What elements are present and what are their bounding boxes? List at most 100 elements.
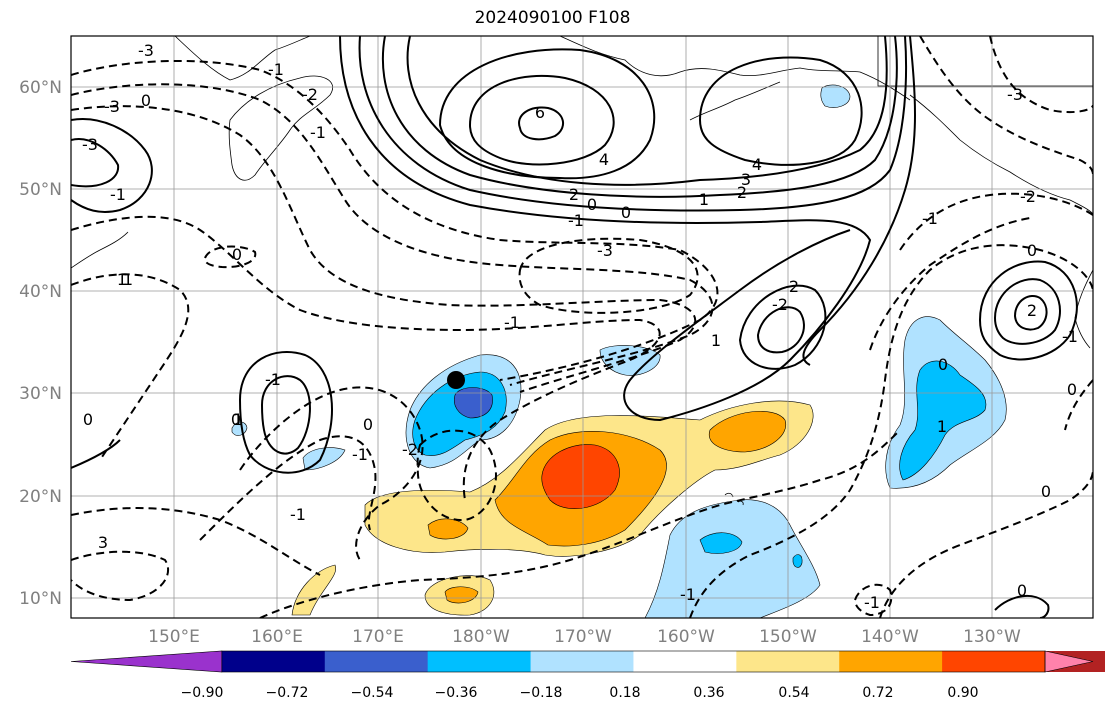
colorbar [70,650,1105,673]
lat-label-30: 30°N [19,384,62,404]
contour-east-low-inner [993,278,1061,345]
contour-label: -1 [268,60,284,79]
contour-label: 3 [98,533,108,552]
contour-label: 1 [233,410,243,429]
contour-label: 0 [231,410,241,429]
contour-dash-q [899,192,1093,251]
colorbar-tick-labels: −0.90 −0.72 −0.54 −0.36 −0.18 0.18 0.36 … [181,685,979,701]
coastline-siberia [174,36,311,81]
dashed-contours [71,36,1093,618]
contour-label: 1 [117,270,127,289]
coastline-kamchatka [228,75,333,181]
contour-label: -1 [504,313,520,332]
contour-high-4 [438,48,656,180]
cbar-tick-0: −0.90 [181,685,224,701]
contour-dash-d [71,215,661,501]
contour-dash-b [71,83,714,386]
colorbar-extend-min [70,650,223,673]
lat-label-20: 20°N [19,487,62,507]
lon-label-140w: 140°W [861,627,919,647]
negative-anomaly-east-core [899,360,987,481]
negative-anomaly-tiny-2 [792,554,803,568]
contour-label: -1 [265,370,281,389]
contour-dash-f [239,386,424,561]
coastline-japan [71,231,129,269]
contour-dash-c [71,105,697,393]
contour-southeast [994,594,1050,618]
cbar-tick-4: −0.18 [520,685,563,701]
cbar-tick-6: 0.36 [693,685,724,701]
contour-label: -1 [1062,327,1078,346]
contour-label: 0 [587,195,597,214]
typhoon-position-dot [447,371,465,389]
contour-label: 0 [1041,482,1051,501]
lat-label-60: 60°N [19,78,62,98]
lon-label-150w: 150°W [759,627,817,647]
contour-label: -2 [1020,187,1036,206]
contour-low-2 [738,284,827,370]
lon-label-170e: 170°E [352,627,404,647]
contour-dash-a [71,59,719,381]
contour-dash-h [71,507,321,576]
contour-west-edge [71,439,121,469]
cbar-tick-2: −0.54 [351,685,394,701]
contour-label: 0 [1017,581,1027,600]
contour-label: -1 [352,445,368,464]
lat-label-10: 10°N [19,589,62,609]
lat-label-40: 40°N [19,282,62,302]
contour-label: 2 [737,183,747,202]
contour-label: -3 [82,135,98,154]
contour-dash-k [689,244,1093,618]
lon-label-160w: 160°W [657,627,715,647]
contour-label: -2 [302,85,318,104]
colorbar-swatch [633,651,737,672]
lon-label-160e: 160°E [251,627,303,647]
colorbar-swatch [839,651,943,672]
contour-high-6 [518,106,564,141]
colorbar-swatch [736,651,840,672]
contour-label: -1 [290,505,306,524]
contour-high-5 [468,74,615,166]
cbar-tick-8: 0.72 [862,685,893,701]
contour-label: -3 [104,97,120,116]
gridlines [71,36,1093,618]
negative-anomaly-typhoon-core [453,387,493,419]
contour-alaska-high [698,56,863,166]
contour-low-2b [756,306,805,354]
positive-anomaly-max [541,444,620,510]
lat-label-50: 50°N [19,180,62,200]
contour-label: 2 [1027,301,1037,320]
contour-far-west [71,118,153,213]
lon-label-180w: 180°W [452,627,510,647]
contour-dash-n [919,36,1093,176]
contour-label: 0 [621,203,631,222]
contour-label: -1 [568,211,584,230]
contour-ridge-3 [381,36,898,198]
contour-label: 0 [1067,380,1077,399]
contour-dash-e [71,273,190,461]
contour-labels: -30-313-3-10-10-1-2-11 01-1-2-10-164 432 1 2… [82,41,1078,612]
contour-label: 4 [752,155,762,174]
contour-label: 1 [711,331,721,350]
contour-label: 0 [83,410,93,429]
contour-label: -1 [864,593,880,612]
contour-west-high-1 [238,351,333,474]
coastline-alaska [559,36,911,101]
contour-label: 1 [699,190,709,209]
contour-label: 1 [937,417,947,436]
contour-label: -1 [110,185,126,204]
contour-label: 0 [232,245,242,264]
contour-dash-low-typhoon [416,429,497,522]
contour-dash-o [989,36,1093,114]
cbar-tick-9: 0.90 [947,685,978,701]
contour-label: -3 [1007,85,1023,104]
contour-dash-i [71,550,170,602]
positive-anomaly-west [291,564,337,616]
contour-ridge-2 [358,36,908,212]
contour-label: 1 [123,270,133,289]
contour-dash-m [1064,379,1093,431]
positive-anomaly-south-core [444,586,479,604]
contour-dash-small0 [203,245,257,269]
contour-ridge-1 [339,36,872,422]
